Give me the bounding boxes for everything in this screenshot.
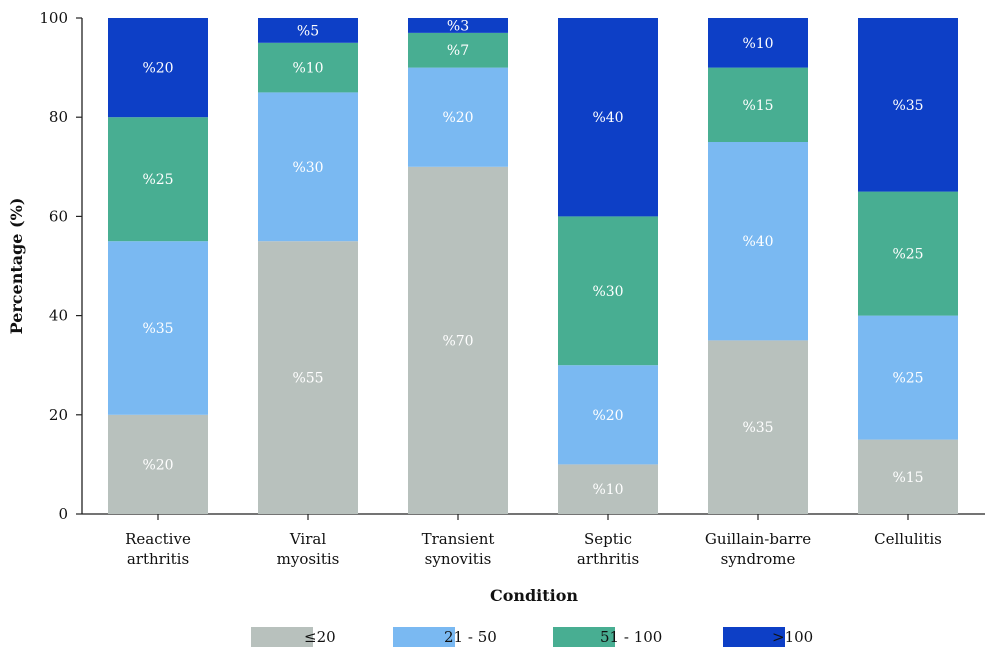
bar-segment — [258, 241, 358, 514]
x-category-label: Cellulitis — [874, 530, 942, 548]
bar-segment — [408, 18, 508, 33]
bar-segment-label: %10 — [742, 36, 773, 52]
bar-segment-label: %35 — [142, 321, 173, 337]
bar-segment-label: %70 — [442, 333, 473, 349]
legend-swatch — [553, 627, 615, 647]
bar-segment-label: %20 — [142, 457, 173, 473]
y-tick-label: 40 — [49, 307, 68, 325]
bar-segment-label: %15 — [892, 470, 923, 486]
bar-segment — [558, 365, 658, 465]
y-tick-label: 20 — [49, 406, 68, 424]
x-category-label: arthritis — [577, 550, 639, 568]
bar-segment — [108, 117, 208, 242]
bar-segment-label: %55 — [292, 371, 323, 387]
bar-segment-label: %3 — [447, 18, 469, 34]
x-category-label: Reactive — [125, 530, 191, 548]
bar-segment — [408, 166, 508, 515]
bar-segment — [108, 241, 208, 415]
bar-segment — [858, 18, 958, 192]
bar-segment — [258, 92, 358, 242]
bar-segment-label: %30 — [292, 160, 323, 176]
legend-label: >100 — [772, 628, 813, 646]
bar-segment — [858, 191, 958, 316]
bar-segment-label: %25 — [892, 371, 923, 387]
bar-segment-label: %25 — [142, 172, 173, 188]
bar-segment-label: %5 — [297, 23, 319, 39]
bar-segment — [558, 18, 658, 217]
bar-segment-label: %40 — [592, 110, 623, 126]
bar-segment-label: %35 — [892, 98, 923, 114]
bar-segment — [558, 464, 658, 514]
x-category-label: Transient — [422, 530, 495, 548]
bar-segment — [558, 216, 658, 366]
bar-segment-label: %15 — [742, 98, 773, 114]
bar-segment-label: %25 — [892, 247, 923, 263]
y-tick-label: 60 — [49, 207, 68, 225]
bar-segment-label: %7 — [447, 43, 469, 59]
bar-segment — [108, 18, 208, 118]
y-axis-title: Percentage (%) — [7, 198, 26, 335]
bar-segment-label: %10 — [292, 61, 323, 77]
bar-segment-label: %40 — [742, 234, 773, 250]
bar-segment — [858, 439, 958, 514]
y-tick-label: 0 — [58, 505, 68, 523]
bar-segment-label: %30 — [592, 284, 623, 300]
x-category-label: arthritis — [127, 550, 189, 568]
x-category-label: Guillain-barre — [705, 530, 811, 548]
x-category-label: syndrome — [721, 550, 796, 568]
bar-segment-label: %10 — [592, 482, 623, 498]
bar-segment — [258, 42, 358, 93]
legend-label: 51 - 100 — [600, 628, 662, 646]
x-category-label: Septic — [584, 530, 632, 548]
bar-segment — [258, 18, 358, 43]
y-tick-label: 100 — [39, 9, 68, 27]
bar-segment — [108, 414, 208, 514]
y-tick-label: 80 — [49, 108, 68, 126]
bar-segment-label: %20 — [442, 110, 473, 126]
legend-swatch — [251, 627, 313, 647]
bar-segment — [708, 142, 808, 341]
x-axis-title: Condition — [490, 586, 578, 605]
bar-segment — [708, 18, 808, 68]
x-category-label: synovitis — [425, 550, 492, 568]
bar-segment-label: %20 — [142, 61, 173, 77]
legend-label: 21 - 50 — [444, 628, 497, 646]
bar-segment — [708, 340, 808, 514]
bar-segment-label: %35 — [742, 420, 773, 436]
legend-swatch — [723, 627, 785, 647]
legend-swatch — [393, 627, 455, 647]
x-category-label: Viral — [289, 530, 326, 548]
bar-segment — [408, 67, 508, 167]
legend-label: ≤20 — [304, 628, 336, 646]
bar-segment — [408, 32, 508, 68]
bar-segment-label: %20 — [592, 408, 623, 424]
bar-segment — [858, 315, 958, 440]
x-category-label: myositis — [277, 550, 340, 568]
bar-segment — [708, 67, 808, 142]
